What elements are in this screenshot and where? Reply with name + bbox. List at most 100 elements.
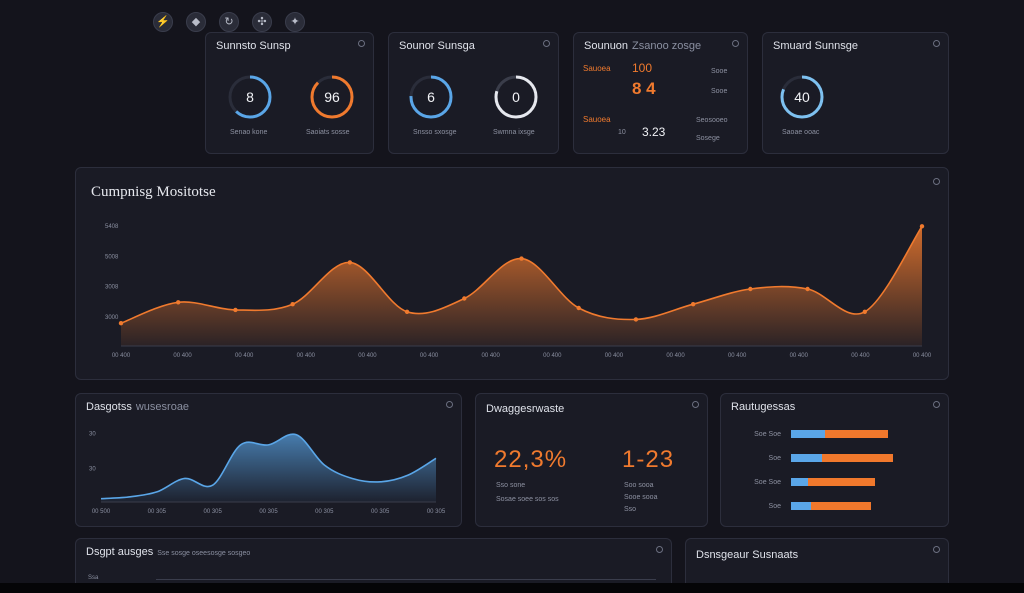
y-tick-label: 5408 — [105, 224, 119, 230]
side-label: Sooe — [711, 88, 728, 95]
x-tick-label: 00 400 — [358, 353, 377, 359]
x-tick-label: 00 400 — [666, 353, 685, 359]
data-point — [805, 286, 810, 292]
gear-icon[interactable] — [446, 401, 453, 408]
bar-segment-orange — [821, 454, 893, 462]
gear-icon[interactable] — [656, 546, 663, 553]
x-tick-label: 00 305 — [259, 509, 278, 515]
x-tick-label: 00 305 — [371, 509, 390, 515]
main-area-chart: 5408 5008 3008 3000 00 400 00 400 00 400 00 400… — [105, 224, 932, 359]
data-point — [748, 286, 753, 292]
data-point — [347, 260, 353, 265]
bar-segment-orange — [824, 430, 888, 438]
kpi-panel-3: Sounuon Zsanoo zosge Sauoea 100 8 4 Sauoe… — [573, 32, 748, 154]
x-tick-label: 00 500 — [92, 509, 111, 515]
data-point — [462, 296, 467, 301]
bar-segment-blue — [791, 502, 811, 510]
bar-label: Soe — [768, 455, 781, 462]
bar — [791, 454, 893, 462]
row-value: 3.23 — [642, 125, 666, 139]
gauge-value: 6 — [427, 89, 435, 105]
axis-tick: Ssa — [88, 575, 99, 581]
bar-label: Soe Soe — [754, 479, 781, 486]
panel-title: Dsnsgeaur Susnaats — [696, 549, 799, 561]
metric-value-a: 22,3% — [494, 446, 568, 473]
refresh-icon[interactable]: ↻ — [219, 12, 239, 32]
x-tick-label: 00 400 — [173, 353, 192, 359]
gear-icon[interactable] — [933, 40, 940, 47]
x-tick-label: 00 305 — [148, 509, 167, 515]
diamond-icon[interactable]: ◆ — [186, 12, 206, 32]
gear-icon[interactable] — [692, 401, 699, 408]
row-value: 8 4 — [632, 79, 656, 98]
x-tick-label: 00 400 — [297, 353, 316, 359]
data-point — [290, 302, 295, 307]
gauge-label: Senao kone — [230, 129, 268, 136]
bar-segment-orange — [807, 478, 875, 486]
row-tag: Sauoea — [583, 64, 611, 73]
y-tick-label: 3008 — [105, 285, 119, 291]
metric-sub: Sso sone — [496, 482, 526, 489]
network-icon[interactable]: ✣ — [252, 12, 272, 32]
y-tick-label: 5008 — [105, 254, 119, 260]
bottom-left-panel: Dsgpt ausges Sse sosge oseesosge sosgeo S… — [75, 538, 672, 590]
gauge-value: 96 — [324, 89, 340, 105]
panel-title: Smuard Sunnsge — [773, 40, 858, 52]
gear-icon[interactable] — [933, 401, 940, 408]
metric-sub: Soo sooa — [624, 482, 654, 489]
panel-title: Rautugessas — [731, 401, 796, 413]
y-tick-label: 3000 — [105, 315, 119, 321]
metric-sub: Sso — [624, 506, 637, 513]
bars-panel: Rautugessas Soe Soe Soe Soe Soe Soe — [720, 393, 949, 527]
bar-segment-orange — [810, 502, 871, 510]
gauge: 40 — [778, 73, 826, 121]
data-point — [862, 309, 867, 314]
area-fill — [121, 226, 922, 346]
gear-icon[interactable] — [933, 178, 940, 185]
blue-area-chart: 30 30 00 500 00 305 00 305 00 305 00 305 00 305… — [89, 432, 446, 516]
y-tick-label: 30 — [89, 467, 96, 473]
x-tick-label: 00 400 — [482, 353, 501, 359]
x-tick-label: 00 400 — [790, 353, 809, 359]
bar-label: Soe — [768, 503, 781, 510]
x-tick-label: 00 400 — [543, 353, 562, 359]
side-label: Sosege — [696, 135, 720, 142]
x-tick-label: 00 400 — [728, 353, 747, 359]
gauge: 0 — [492, 73, 540, 121]
metric-value-b: 1-23 — [622, 446, 675, 473]
row-prefix: 10 — [618, 129, 626, 136]
bar — [791, 430, 888, 438]
kpi-panel-2: Sounor Sunsga 6 Snsso sxosge 0 Swmna ixs… — [388, 32, 559, 154]
panel-title: Sunnsto Sunsp — [216, 40, 291, 52]
panel-title: Dwaggesrwaste — [486, 403, 565, 415]
gear-icon[interactable] — [543, 40, 550, 47]
y-tick-label: 30 — [89, 432, 96, 438]
data-point — [633, 317, 639, 322]
bar-segment-blue — [791, 478, 808, 486]
gear-icon[interactable] — [732, 40, 739, 47]
data-point — [176, 300, 181, 305]
panel-title: Sounor Sunsga — [399, 40, 475, 52]
sparkle-icon[interactable]: ✦ — [285, 12, 305, 32]
x-tick-label: 00 400 — [420, 353, 439, 359]
data-point — [233, 307, 238, 313]
data-point — [118, 321, 124, 326]
grid-line — [156, 579, 656, 580]
metric-sub: Sooe sooa — [624, 494, 658, 501]
panel-title: Dsgpt ausges Sse sosge oseesosge sosgeo — [86, 546, 251, 558]
panel-title: Dasgotss wusesroae — [86, 401, 190, 413]
chart-title: Cumpnisg Mositotse — [91, 184, 216, 200]
gear-icon[interactable] — [933, 546, 940, 553]
data-point — [690, 302, 696, 307]
x-tick-label: 00 305 — [203, 509, 222, 515]
area-fill — [101, 434, 436, 502]
gear-icon[interactable] — [358, 40, 365, 47]
gauge: 96 — [308, 73, 356, 121]
main-chart-panel: Cumpnisg Mositotse 5408 5008 3008 3000 00 40… — [75, 167, 949, 380]
bottom-right-panel: Dsnsgeaur Susnaats — [685, 538, 949, 590]
data-point — [404, 309, 410, 314]
gauge-label: Saoae ooac — [782, 129, 820, 136]
blue-chart-panel: Dasgotss wusesroae 30 30 00 500 00 305 00 305… — [75, 393, 462, 527]
lightning-icon[interactable]: ⚡ — [153, 12, 173, 32]
gauge-value: 0 — [512, 89, 520, 105]
